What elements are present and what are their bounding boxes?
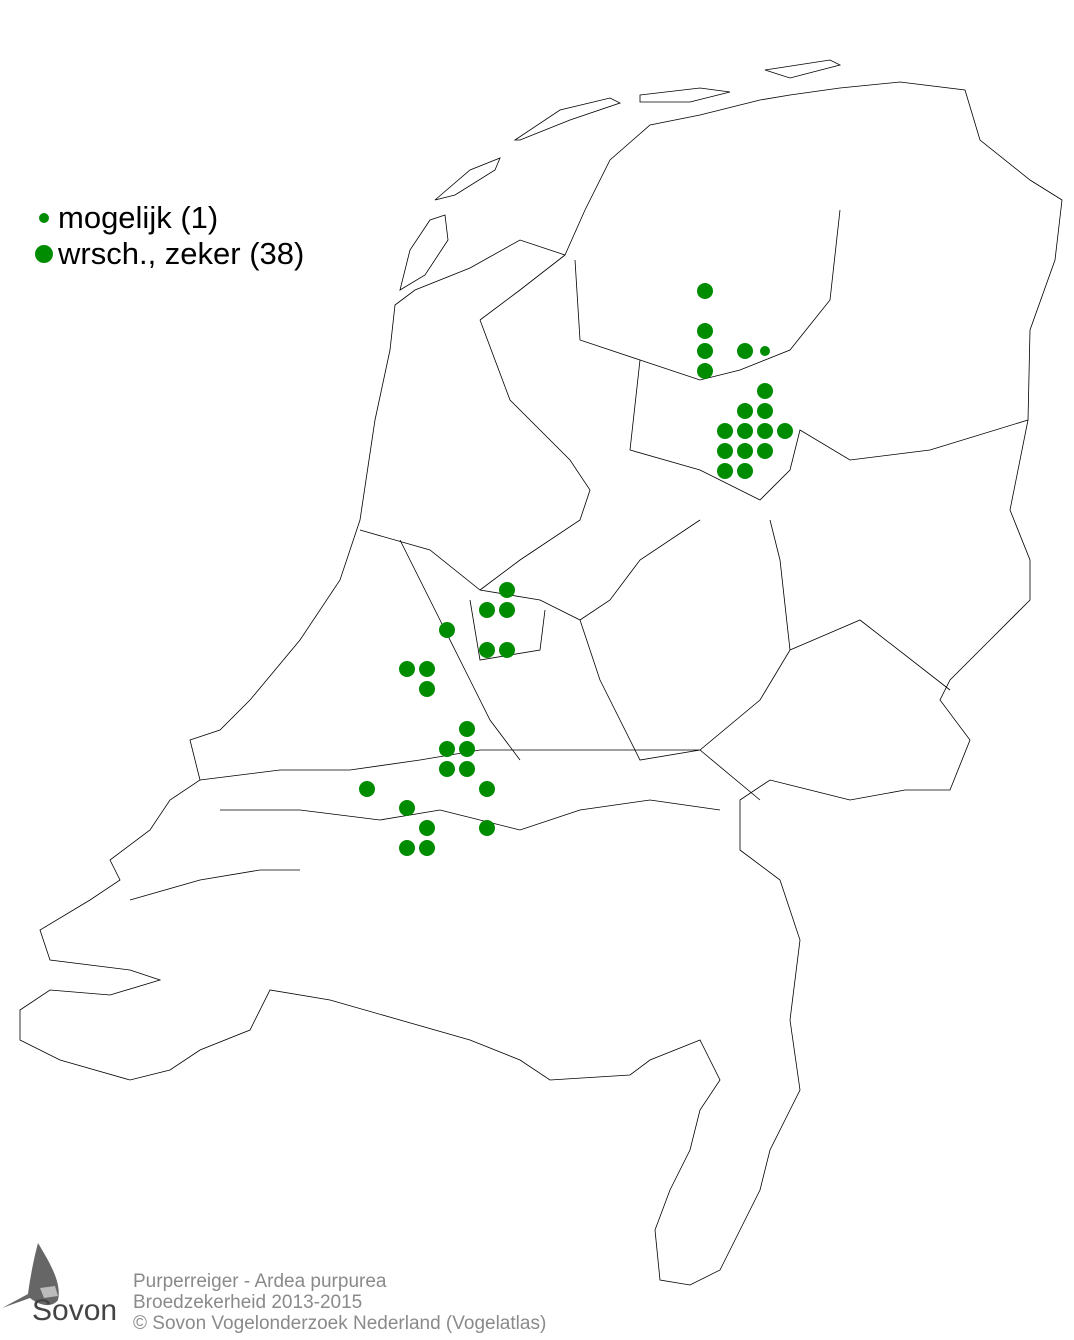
dot-waarschijnlijk-zeker — [479, 602, 495, 618]
observation-dots — [359, 283, 793, 856]
dot-waarschijnlijk-zeker — [399, 800, 415, 816]
dot-waarschijnlijk-zeker — [737, 343, 753, 359]
map-outlines — [19, 59, 1063, 1286]
dot-waarschijnlijk-zeker — [499, 602, 515, 618]
dot-waarschijnlijk-zeker — [499, 582, 515, 598]
map-caption: Purperreiger - Ardea purpurea Broedzeker… — [133, 1271, 546, 1334]
province-borders — [129, 209, 1029, 901]
dot-waarschijnlijk-zeker — [737, 443, 753, 459]
small-dot-icon — [39, 213, 49, 223]
legend-label: mogelijk (1) — [58, 200, 219, 235]
dot-waarschijnlijk-zeker — [439, 761, 455, 777]
dot-waarschijnlijk-zeker — [757, 443, 773, 459]
dot-waarschijnlijk-zeker — [737, 423, 753, 439]
dot-waarschijnlijk-zeker — [697, 363, 713, 379]
copyright: © Sovon Vogelonderzoek Nederland (Vogela… — [133, 1313, 547, 1334]
large-dot-icon — [35, 245, 53, 263]
island-terschelling — [513, 97, 622, 141]
dot-waarschijnlijk-zeker — [697, 323, 713, 339]
dot-waarschijnlijk-zeker — [479, 820, 495, 836]
dot-waarschijnlijk-zeker — [419, 681, 435, 697]
island-schiermonnikoog — [764, 59, 842, 79]
country-outline — [19, 81, 1063, 1286]
dot-waarschijnlijk-zeker — [439, 622, 455, 638]
dot-waarschijnlijk-zeker — [359, 781, 375, 797]
map-subtitle: Broedzekerheid 2013-2015 — [133, 1292, 363, 1313]
dot-waarschijnlijk-zeker — [697, 283, 713, 299]
legend-item-zeker: wrsch., zeker (38) — [30, 236, 304, 272]
dot-waarschijnlijk-zeker — [499, 642, 515, 658]
dot-waarschijnlijk-zeker — [757, 403, 773, 419]
dot-waarschijnlijk-zeker — [459, 761, 475, 777]
dot-mogelijk — [760, 346, 770, 356]
dot-waarschijnlijk-zeker — [737, 463, 753, 479]
dot-waarschijnlijk-zeker — [459, 741, 475, 757]
dot-waarschijnlijk-zeker — [399, 840, 415, 856]
legend-label: wrsch., zeker (38) — [58, 236, 305, 271]
island-texel — [399, 214, 449, 291]
dot-waarschijnlijk-zeker — [419, 820, 435, 836]
dot-waarschijnlijk-zeker — [479, 781, 495, 797]
dot-waarschijnlijk-zeker — [757, 383, 773, 399]
legend-item-mogelijk: mogelijk (1) — [30, 200, 304, 236]
dot-waarschijnlijk-zeker — [439, 741, 455, 757]
island-ameland — [639, 87, 731, 103]
dot-waarschijnlijk-zeker — [419, 840, 435, 856]
dot-waarschijnlijk-zeker — [419, 661, 435, 677]
dot-waarschijnlijk-zeker — [757, 423, 773, 439]
sovon-swallow-logo — [2, 1243, 59, 1308]
dot-waarschijnlijk-zeker — [479, 642, 495, 658]
logo-text: Sovon — [32, 1294, 118, 1327]
dot-waarschijnlijk-zeker — [717, 443, 733, 459]
island-vlieland — [434, 157, 501, 201]
dot-waarschijnlijk-zeker — [717, 423, 733, 439]
legend: mogelijk (1) wrsch., zeker (38) — [30, 200, 304, 272]
dot-waarschijnlijk-zeker — [737, 403, 753, 419]
dot-waarschijnlijk-zeker — [777, 423, 793, 439]
dot-waarschijnlijk-zeker — [717, 463, 733, 479]
dot-waarschijnlijk-zeker — [697, 343, 713, 359]
dot-waarschijnlijk-zeker — [459, 721, 475, 737]
dot-waarschijnlijk-zeker — [399, 661, 415, 677]
species-name: Purperreiger - Ardea purpurea — [133, 1271, 387, 1292]
